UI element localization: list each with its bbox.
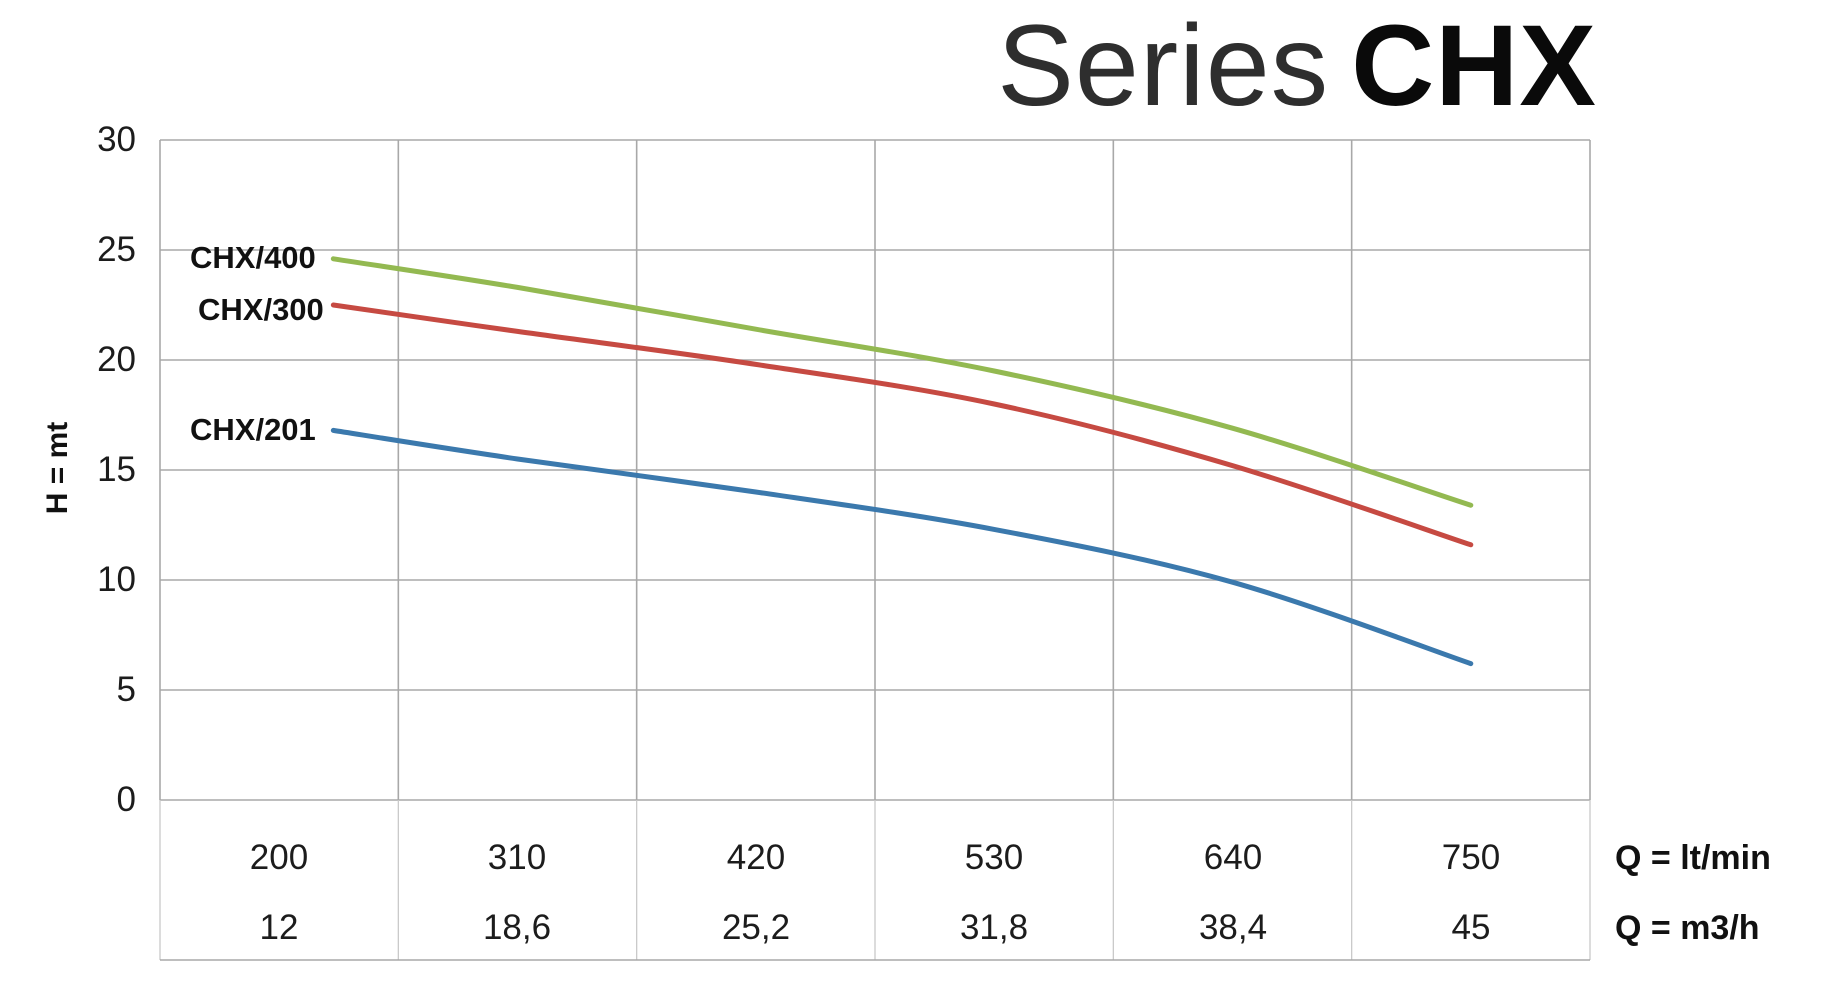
x-tick-m3h-18-6: 18,6 (482, 908, 552, 947)
y-tick-0: 0 (116, 780, 136, 819)
curve-chx-300 (330, 302, 1474, 548)
y-tick-30: 30 (97, 120, 136, 159)
curve-chx-400 (330, 256, 1474, 508)
x-tick-ltmin-750: 750 (1441, 838, 1501, 877)
y-tick-20: 20 (97, 340, 136, 379)
x-tick-m3h-45: 45 (1451, 908, 1491, 947)
x-tick-ltmin-530: 530 (964, 838, 1024, 877)
series-label-chx-201: CHX/201 (190, 412, 316, 447)
x-tick-m3h-31-8: 31,8 (959, 908, 1029, 947)
x-axis-unit-ltmin: Q = lt/min (1615, 839, 1771, 877)
y-tick-25: 25 (97, 230, 136, 269)
x-tick-ltmin-310: 310 (487, 838, 547, 877)
x-tick-ltmin-640: 640 (1203, 838, 1263, 877)
x-tick-ltmin-200: 200 (249, 838, 309, 877)
x-tick-ltmin-420: 420 (726, 838, 786, 877)
title-series-text: Series (997, 2, 1330, 130)
series-label-chx-300: CHX/300 (198, 292, 324, 327)
curve-chx-201 (330, 427, 1474, 667)
y-tick-15: 15 (97, 450, 136, 489)
y-tick-10: 10 (97, 560, 136, 599)
x-axis-unit-m3h: Q = m3/h (1615, 909, 1760, 947)
x-tick-m3h-38-4: 38,4 (1198, 908, 1268, 947)
series-label-chx-400: CHX/400 (190, 240, 316, 275)
title-chx-text: CHX (1351, 2, 1597, 130)
page-title: Series CHX (997, 6, 1597, 126)
y-tick-5: 5 (116, 670, 136, 709)
x-tick-m3h-25-2: 25,2 (721, 908, 791, 947)
x-tick-m3h-12: 12 (259, 908, 299, 947)
